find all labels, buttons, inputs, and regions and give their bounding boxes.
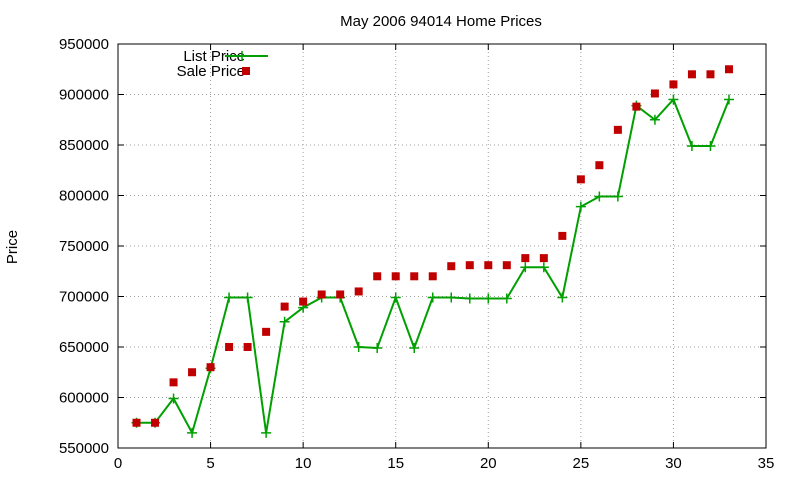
y-tick-label: 850000 (59, 137, 109, 154)
list-price-point (372, 343, 383, 354)
sale-price-point (595, 161, 604, 170)
list-price-point (446, 292, 457, 303)
x-tick-label: 10 (295, 455, 312, 472)
x-tick-label: 25 (573, 455, 590, 472)
sale-price-point (299, 297, 308, 306)
sale-price-point (373, 272, 382, 281)
x-tick-label: 20 (480, 455, 497, 472)
list-price-point (705, 141, 716, 152)
list-price-point (409, 343, 420, 354)
sale-price-point (539, 254, 548, 263)
series-layer (131, 65, 734, 438)
sale-price-point (206, 363, 215, 372)
list-price-point (483, 293, 494, 304)
y-tick-label: 900000 (59, 87, 109, 104)
list-price-point (612, 191, 623, 202)
axis-ticks: 0 5 10 15 20 25 30 35 550000 600000 650000 700000 75… (59, 36, 774, 472)
list-price-point (464, 293, 475, 304)
sale-price-point (336, 290, 345, 299)
y-tick-label: 600000 (59, 390, 109, 407)
y-tick-label: 950000 (59, 36, 109, 53)
list-price-point (686, 141, 697, 152)
list-price-point (261, 427, 272, 438)
sale-price-point (669, 80, 678, 89)
list-price-point (649, 114, 660, 125)
sale-price-point (169, 378, 178, 387)
list-price-point (224, 292, 235, 303)
list-price-point (242, 292, 253, 303)
list-price-point (594, 191, 605, 202)
sale-price-point (521, 254, 530, 263)
list-price-point (390, 292, 401, 303)
list-price-point (557, 292, 568, 303)
x-tick-label: 5 (206, 455, 214, 472)
x-tick-label: 30 (665, 455, 682, 472)
y-axis-label: Price (4, 230, 21, 264)
sale-price-point (225, 343, 234, 351)
legend-marker-list-price (237, 51, 247, 61)
sale-price-point (243, 343, 252, 351)
y-tick-label: 650000 (59, 339, 109, 356)
sale-price-point (502, 261, 511, 270)
sale-price-point (613, 125, 622, 134)
list-price-point (501, 293, 512, 304)
sale-price-point (632, 102, 641, 111)
y-tick-label: 550000 (59, 440, 109, 457)
sale-price-point (354, 287, 363, 296)
x-tick-label: 0 (114, 455, 122, 472)
sale-price-point (188, 368, 197, 377)
list-price-point (353, 342, 364, 352)
sale-price-point (262, 327, 271, 336)
list-price-point (668, 94, 679, 105)
list-price-point (427, 292, 438, 303)
y-tick-label: 800000 (59, 188, 109, 205)
sale-price-point (317, 290, 326, 299)
legend-marker-sale-price (242, 67, 250, 75)
list-price-point (279, 316, 290, 327)
sale-price-point (465, 261, 474, 270)
sale-price-point (558, 231, 567, 240)
chart-title: May 2006 94014 Home Prices (340, 13, 542, 30)
list-price-point (575, 201, 586, 212)
sale-price-point (151, 418, 160, 427)
sale-price-point (132, 418, 141, 427)
sale-price-point (576, 175, 585, 184)
x-tick-label: 15 (387, 455, 404, 472)
sale-price-point (428, 272, 437, 281)
sale-price-point (391, 272, 400, 281)
list-price-point (723, 94, 734, 105)
sale-price-point (410, 272, 419, 281)
legend-label-list-price: List Price (183, 48, 245, 65)
plot-frame (117, 43, 767, 449)
list-price-point (187, 427, 198, 438)
list-price-point (538, 262, 549, 273)
list-price-point (168, 393, 179, 404)
x-tick-label: 35 (758, 455, 775, 472)
y-tick-label: 750000 (59, 238, 109, 255)
sale-price-point (280, 302, 289, 311)
list-price-line (136, 97, 730, 436)
sale-price-point (447, 262, 456, 271)
sale-price-point (484, 261, 493, 270)
list-price-point (520, 262, 531, 273)
sale-price-point (724, 65, 733, 74)
sale-price-point (687, 70, 696, 79)
y-tick-label: 700000 (59, 289, 109, 306)
sale-price-point (706, 70, 715, 79)
sale-price-point (650, 89, 659, 98)
legend-label-sale-price: Sale Price (177, 63, 245, 80)
